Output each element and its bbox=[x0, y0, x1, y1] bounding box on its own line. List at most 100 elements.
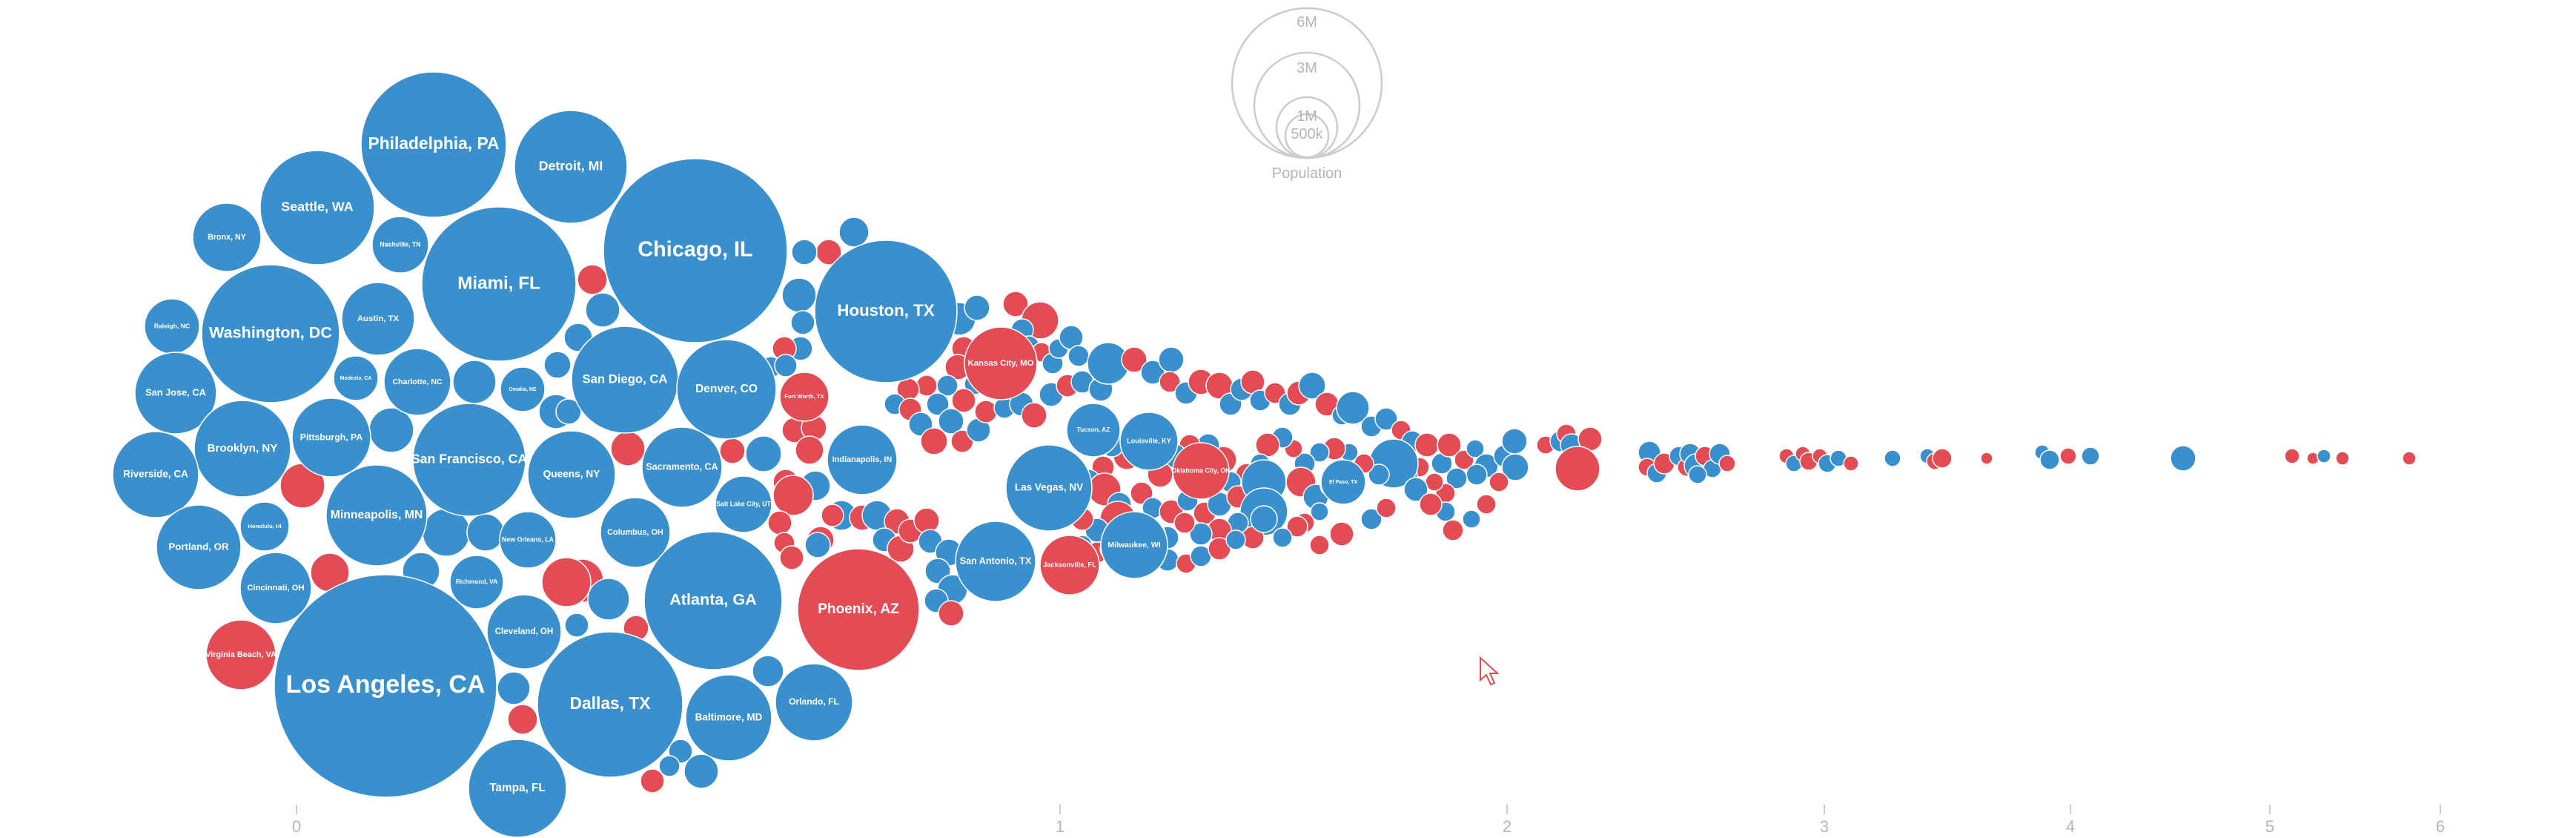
city-bubble[interactable] bbox=[913, 507, 940, 534]
city-bubble[interactable] bbox=[2335, 451, 2350, 466]
city-bubble[interactable] bbox=[341, 282, 415, 356]
city-bubble[interactable] bbox=[1980, 452, 1993, 465]
city-bubble[interactable] bbox=[541, 557, 592, 607]
city-bubble[interactable] bbox=[421, 206, 577, 362]
city-bubble[interactable] bbox=[1442, 519, 1464, 541]
city-bubble[interactable] bbox=[779, 545, 804, 570]
city-bubble[interactable] bbox=[156, 504, 242, 590]
city-bubble[interactable] bbox=[1718, 455, 1736, 472]
city-bubble[interactable] bbox=[955, 521, 1036, 602]
city-bubble[interactable] bbox=[499, 511, 557, 569]
city-bubble[interactable] bbox=[603, 158, 788, 343]
city-bubble[interactable] bbox=[507, 704, 538, 735]
city-bubble[interactable] bbox=[791, 239, 818, 265]
city-bubble[interactable] bbox=[685, 674, 772, 762]
city-bubble[interactable] bbox=[814, 240, 958, 383]
city-bubble[interactable] bbox=[449, 555, 504, 610]
city-bubble[interactable] bbox=[1208, 537, 1231, 561]
city-bubble[interactable] bbox=[838, 217, 870, 248]
city-bubble[interactable] bbox=[1843, 455, 1859, 472]
city-bubble[interactable] bbox=[134, 352, 217, 435]
city-bubble[interactable] bbox=[641, 426, 723, 508]
city-bubble[interactable] bbox=[1466, 463, 1488, 486]
city-bubble[interactable] bbox=[1501, 453, 1529, 481]
city-bubble[interactable] bbox=[360, 71, 507, 218]
city-bubble[interactable] bbox=[610, 431, 646, 466]
city-bubble[interactable] bbox=[2170, 445, 2196, 472]
city-bubble[interactable] bbox=[585, 292, 620, 328]
city-bubble[interactable] bbox=[2402, 451, 2417, 466]
city-bubble[interactable] bbox=[291, 397, 371, 478]
city-bubble[interactable] bbox=[1376, 498, 1397, 518]
city-bubble[interactable] bbox=[1320, 459, 1366, 505]
city-bubble[interactable] bbox=[774, 354, 798, 377]
city-bubble[interactable] bbox=[333, 355, 379, 401]
city-bubble[interactable] bbox=[683, 753, 719, 789]
city-bubble[interactable] bbox=[804, 532, 831, 558]
city-bubble[interactable] bbox=[577, 264, 608, 295]
city-bubble[interactable] bbox=[2059, 447, 2077, 465]
city-bubble[interactable] bbox=[790, 310, 815, 335]
city-bubble[interactable] bbox=[537, 631, 683, 778]
city-bubble[interactable] bbox=[1374, 407, 1398, 431]
city-bubble[interactable] bbox=[1554, 446, 1600, 492]
city-bubble[interactable] bbox=[587, 578, 630, 621]
city-bubble[interactable] bbox=[543, 351, 572, 379]
city-bubble[interactable] bbox=[915, 375, 938, 397]
city-bubble[interactable] bbox=[1309, 442, 1330, 463]
city-bubble[interactable] bbox=[1272, 527, 1293, 548]
city-bubble[interactable] bbox=[466, 513, 505, 552]
city-bubble[interactable] bbox=[1172, 442, 1230, 500]
city-bubble[interactable] bbox=[1039, 535, 1100, 595]
city-bubble[interactable] bbox=[383, 348, 451, 416]
city-bubble[interactable] bbox=[781, 277, 817, 313]
city-bubble[interactable] bbox=[640, 768, 665, 794]
city-bubble[interactable] bbox=[1005, 444, 1093, 532]
city-bubble[interactable] bbox=[500, 366, 546, 412]
city-bubble[interactable] bbox=[920, 427, 948, 455]
city-bubble[interactable] bbox=[486, 594, 562, 670]
city-bubble[interactable] bbox=[719, 438, 746, 464]
city-bubble[interactable] bbox=[1298, 372, 1326, 400]
city-bubble[interactable] bbox=[1189, 522, 1213, 546]
city-bubble[interactable] bbox=[938, 408, 964, 435]
city-bubble[interactable] bbox=[1688, 465, 1707, 484]
city-bubble[interactable] bbox=[938, 600, 964, 627]
city-bubble[interactable] bbox=[497, 671, 531, 705]
city-bubble[interactable] bbox=[1360, 508, 1383, 530]
city-bubble[interactable] bbox=[325, 464, 428, 567]
city-bubble[interactable] bbox=[1501, 428, 1528, 455]
city-bubble[interactable] bbox=[964, 326, 1038, 400]
city-bubble[interactable] bbox=[527, 430, 616, 519]
city-bubble[interactable] bbox=[192, 202, 262, 272]
city-bubble[interactable] bbox=[1403, 477, 1428, 502]
city-bubble[interactable] bbox=[1173, 512, 1196, 534]
city-bubble[interactable] bbox=[112, 431, 199, 518]
city-bubble[interactable] bbox=[2306, 452, 2320, 465]
city-bubble[interactable] bbox=[1140, 360, 1165, 385]
city-bubble[interactable] bbox=[1100, 511, 1168, 579]
city-bubble[interactable] bbox=[964, 294, 990, 321]
city-bubble[interactable] bbox=[514, 110, 628, 224]
city-bubble[interactable] bbox=[368, 407, 414, 453]
city-bubble[interactable] bbox=[412, 403, 526, 517]
city-bubble[interactable] bbox=[193, 400, 291, 498]
city-bubble[interactable] bbox=[1225, 529, 1246, 550]
city-bubble[interactable] bbox=[468, 739, 567, 838]
city-bubble[interactable] bbox=[1414, 432, 1440, 458]
city-bubble[interactable] bbox=[571, 326, 679, 434]
city-bubble[interactable] bbox=[767, 510, 792, 535]
city-bubble[interactable] bbox=[658, 755, 681, 777]
city-bubble[interactable] bbox=[259, 150, 375, 265]
city-bubble[interactable] bbox=[821, 504, 844, 527]
city-bubble[interactable] bbox=[1067, 345, 1090, 367]
city-bubble[interactable] bbox=[1286, 515, 1308, 538]
city-bubble[interactable] bbox=[775, 663, 853, 742]
city-bubble[interactable] bbox=[676, 339, 777, 440]
city-bubble[interactable] bbox=[1336, 391, 1370, 425]
city-bubble[interactable] bbox=[1368, 463, 1390, 486]
city-bubble[interactable] bbox=[951, 388, 976, 413]
city-bubble[interactable] bbox=[205, 619, 277, 690]
city-bubble[interactable] bbox=[371, 216, 429, 274]
city-bubble[interactable] bbox=[1158, 346, 1185, 373]
